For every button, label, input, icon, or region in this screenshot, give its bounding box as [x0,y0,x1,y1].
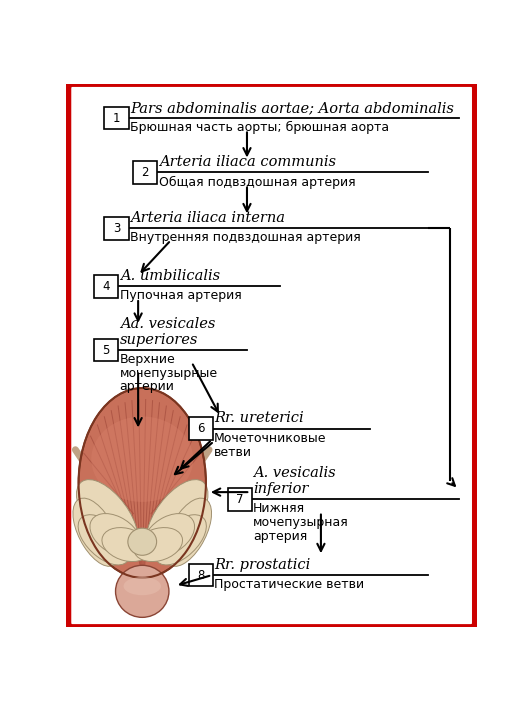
Text: Общая подвздошная артерия: Общая подвздошная артерия [158,175,355,189]
Text: артерия: артерия [253,529,307,543]
Ellipse shape [102,527,151,562]
Ellipse shape [78,388,206,578]
Text: Нижняя: Нижняя [253,503,305,515]
Text: superiores: superiores [120,334,198,347]
Ellipse shape [123,577,161,595]
Text: ветви: ветви [214,446,252,458]
Text: A. umbilicalis: A. umbilicalis [120,269,220,283]
Text: 5: 5 [103,344,110,357]
Ellipse shape [155,515,206,565]
Text: артерии: артерии [120,380,174,394]
Text: A. vesicalis: A. vesicalis [253,466,336,480]
FancyBboxPatch shape [94,339,118,361]
Ellipse shape [78,515,130,565]
Ellipse shape [91,417,193,502]
FancyBboxPatch shape [94,275,118,298]
Text: Arteria iliaca communis: Arteria iliaca communis [158,155,335,169]
FancyBboxPatch shape [133,161,157,184]
Text: Arteria iliaca interna: Arteria iliaca interna [130,211,285,225]
Ellipse shape [165,498,211,566]
Text: Верхние: Верхние [120,353,175,366]
Text: Простатические ветви: Простатические ветви [214,578,364,591]
Text: Pars abdominalis aortae; Aorta abdominalis: Pars abdominalis aortae; Aorta abdominal… [130,101,454,115]
Text: Aa. vesicales: Aa. vesicales [120,317,215,331]
FancyBboxPatch shape [228,488,252,510]
Text: 7: 7 [236,493,244,505]
Text: Брюшная часть аорты; брюшная аорта: Брюшная часть аорты; брюшная аорта [130,121,389,134]
FancyBboxPatch shape [104,217,129,239]
Ellipse shape [73,498,120,566]
Text: Мочеточниковые: Мочеточниковые [214,432,326,445]
Ellipse shape [90,513,141,557]
FancyBboxPatch shape [104,107,129,130]
Text: Пупочная артерия: Пупочная артерия [120,289,241,303]
Ellipse shape [128,528,157,555]
Text: 1: 1 [113,112,120,125]
Ellipse shape [147,479,208,553]
Text: inferior: inferior [253,482,308,496]
Text: Rr. ureterici: Rr. ureterici [214,411,304,425]
Text: мочепузырные: мочепузырные [120,367,218,380]
FancyBboxPatch shape [189,417,213,440]
Text: Rr. prostatici: Rr. prostatici [214,558,311,572]
Ellipse shape [134,527,182,562]
Text: 3: 3 [113,222,120,234]
Ellipse shape [76,479,138,553]
Text: 8: 8 [197,569,205,582]
Text: 2: 2 [142,166,149,179]
Text: 4: 4 [102,279,110,293]
Text: мочепузырная: мочепузырная [253,516,349,529]
Ellipse shape [144,513,195,557]
Ellipse shape [133,570,152,591]
Text: 6: 6 [197,422,205,435]
Text: Внутренняя подвздошная артерия: Внутренняя подвздошная артерия [130,232,361,244]
Ellipse shape [116,565,169,617]
FancyBboxPatch shape [189,564,213,586]
